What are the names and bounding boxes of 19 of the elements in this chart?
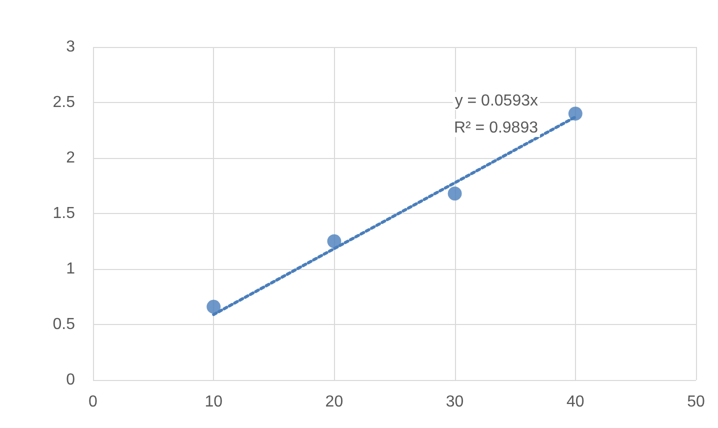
point <box>568 106 582 121</box>
y-tick-label: 1 <box>66 260 76 278</box>
x-tick-label: 30 <box>446 394 464 410</box>
annotation: y = 0.0593x <box>454 92 538 110</box>
x-tick-label: 40 <box>566 394 584 410</box>
x-tick-label: 50 <box>687 394 705 410</box>
y-tick-label: 2.5 <box>52 94 76 111</box>
y-tick-label: 0.5 <box>52 316 76 333</box>
y-tick-label: 0 <box>66 372 76 388</box>
point <box>448 186 462 201</box>
y-tick-label: 3 <box>66 38 76 56</box>
x-tick-label: 0 <box>88 394 98 410</box>
annotation: R² = 0.9893 <box>454 120 538 136</box>
point <box>206 300 221 314</box>
y-tick-label: 2 <box>66 150 76 166</box>
x-tick-label: 10 <box>204 394 223 410</box>
point <box>327 234 342 248</box>
y-tick-label: 1.5 <box>52 205 76 222</box>
x-tick-label: 20 <box>325 394 344 410</box>
